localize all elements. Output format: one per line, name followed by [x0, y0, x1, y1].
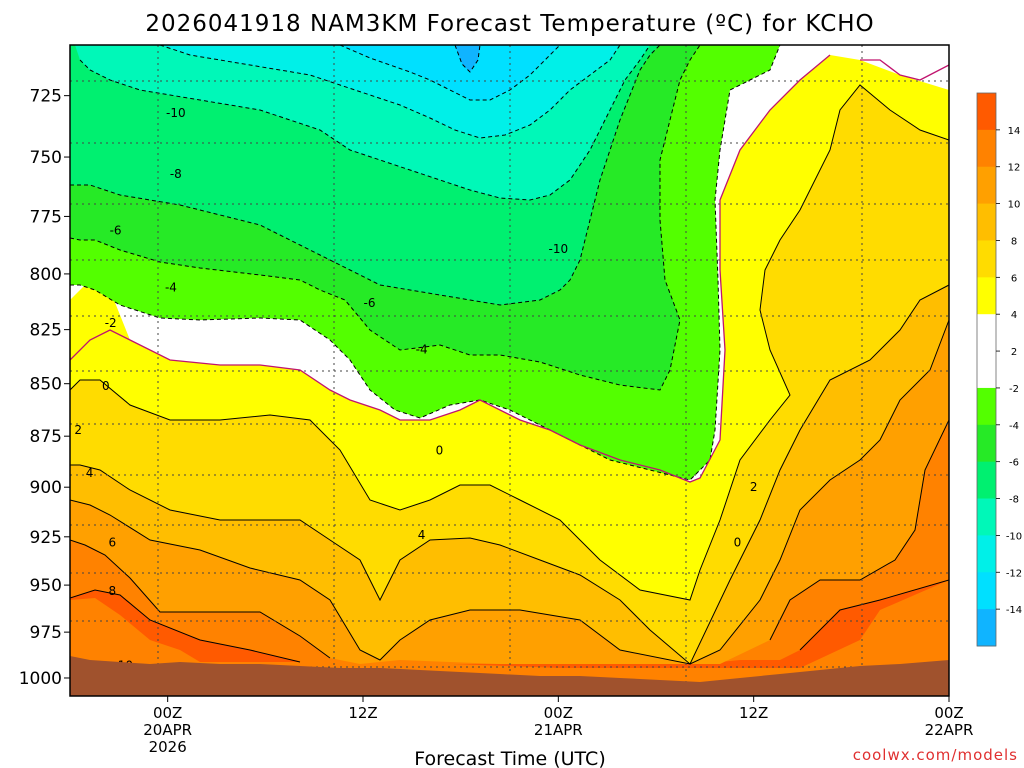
contour-label-16: 2: [750, 480, 758, 494]
contour-line-m4: [70, 45, 701, 391]
contour-label-1: -8: [170, 167, 182, 181]
colorbar-swatch-13: [977, 572, 996, 610]
credit-text: coolwx.com/models: [853, 746, 1018, 764]
x-axis-label: Forecast Time (UTC): [414, 748, 605, 768]
colorbar-label-6: 2: [1011, 347, 1017, 358]
colorbar-swatch-2: [977, 166, 996, 205]
colorbar-frame: [976, 92, 997, 647]
contour-label-4: -2: [105, 316, 117, 330]
y-tick-label-925: 925: [30, 528, 62, 548]
colorbar-label-7: -2: [1009, 384, 1019, 395]
field-band-below-m12: [340, 45, 560, 100]
colorbar-label-0: 14: [1008, 126, 1021, 137]
y-tick-label-800: 800: [30, 265, 62, 285]
colorbar-swatch-0: [977, 93, 996, 131]
x-tick-label-1-0: 12Z: [348, 704, 377, 722]
y-axis: 725 750 775 800 825 850 875 900 925 950 975 1000: [19, 87, 70, 689]
colorbar-swatch-11: [977, 498, 996, 536]
colorbar-swatch-3: [977, 203, 996, 241]
contour-line-m6: [70, 45, 661, 306]
terrain-below-surface: [70, 656, 949, 696]
contour-label-13: 0: [436, 444, 444, 458]
colorbar-swatch-14: [977, 609, 996, 647]
x-tick-label-4-0: 00Z: [934, 704, 963, 722]
contour-line-m8: [79, 45, 651, 201]
contour-line-zero-upper: [860, 59, 949, 81]
contour-label-11: -6: [364, 296, 376, 310]
chart-title: 2026041918 NAM3KM Forecast Temperature (…: [145, 11, 874, 37]
x-tick-label-3-0: 12Z: [739, 704, 768, 722]
contour-label-6: 2: [74, 423, 82, 437]
y-tick-label-850: 850: [30, 375, 62, 395]
colorbar-label-1: 12: [1008, 163, 1021, 174]
colorbar-label-2: 10: [1008, 200, 1021, 211]
gridlines: [70, 45, 949, 696]
y-tick-label-750: 750: [30, 148, 62, 168]
colorbar-label-4: 6: [1011, 273, 1017, 284]
colorbar-swatch-9: [977, 424, 996, 463]
contour-line-p4: [70, 284, 949, 665]
y-tick-label-875: 875: [30, 427, 62, 447]
contour-line-m2: [70, 45, 781, 481]
colorbar-swatch-4: [977, 240, 996, 278]
y-tick-label-950: 950: [30, 576, 62, 596]
colorbar-label-10: -8: [1009, 495, 1019, 506]
colorbar-swatch-10: [977, 461, 996, 500]
contour-label-2: -6: [110, 223, 122, 237]
contour-line-p2: [70, 84, 949, 601]
colorbar-label-5: 4: [1011, 310, 1017, 321]
contour-line-p6: [70, 319, 949, 665]
contour-label-14: 4: [418, 528, 426, 542]
colorbar-swatch-6: [977, 314, 996, 352]
colorbar-swatch-8: [977, 387, 996, 426]
x-tick-label-0-2: 2026: [149, 738, 187, 756]
y-tick-label-825: 825: [30, 321, 62, 341]
contour-label-17: 0: [734, 536, 742, 550]
x-tick-label-0-1: 20APR: [143, 721, 192, 739]
contour-lines: [70, 45, 949, 665]
contour-line-p8: [70, 419, 949, 659]
x-tick-label-0-0: 00Z: [153, 704, 182, 722]
plot-frame: [69, 44, 950, 697]
contour-label-15: -10: [549, 242, 569, 256]
contour-line-zero: [70, 54, 831, 483]
y-tick-label-1000: 1000: [19, 669, 62, 689]
contour-label-8: 6: [109, 536, 117, 550]
colorbar-swatch-5: [977, 277, 996, 315]
x-tick-label-2-0: 00Z: [544, 704, 573, 722]
colorbar-label-9: -6: [1009, 458, 1019, 469]
x-tick-label-4-1: 22APR: [925, 721, 974, 739]
colorbar-label-13: -14: [1006, 605, 1022, 616]
contour-label-0: -10: [166, 106, 186, 120]
y-tick-label-900: 900: [30, 478, 62, 498]
y-tick-label-775: 775: [30, 207, 62, 227]
y-tick-label-725: 725: [30, 87, 62, 107]
contour-line-m10: [159, 45, 621, 139]
contour-label-7: 4: [86, 466, 94, 480]
x-tick-label-2-1: 21APR: [534, 721, 583, 739]
colorbar-label-8: -4: [1009, 421, 1019, 432]
colorbar-swatch-7: [977, 351, 996, 389]
contour-label-3: -4: [165, 280, 177, 294]
colorbar-swatch-12: [977, 535, 996, 573]
contour-label-12: -4: [416, 342, 428, 356]
contour-line-p10: [70, 579, 949, 663]
y-tick-label-975: 975: [30, 623, 62, 643]
colorbar: 14 12 10 8 6 4 2 -2 -4 -6 -8 -10 -12 -14: [976, 92, 1022, 647]
colorbar-label-3: 8: [1011, 236, 1017, 247]
colorbar-label-12: -12: [1006, 568, 1022, 579]
contour-line-m14: [454, 45, 481, 73]
contour-line-m12: [339, 45, 561, 101]
contour-label-9: 8: [109, 584, 117, 598]
contour-label-5: 0: [102, 379, 110, 393]
colorbar-swatch-1: [977, 129, 996, 168]
field-band-below-m14: [455, 45, 480, 72]
colorbar-label-11: -10: [1006, 531, 1022, 542]
